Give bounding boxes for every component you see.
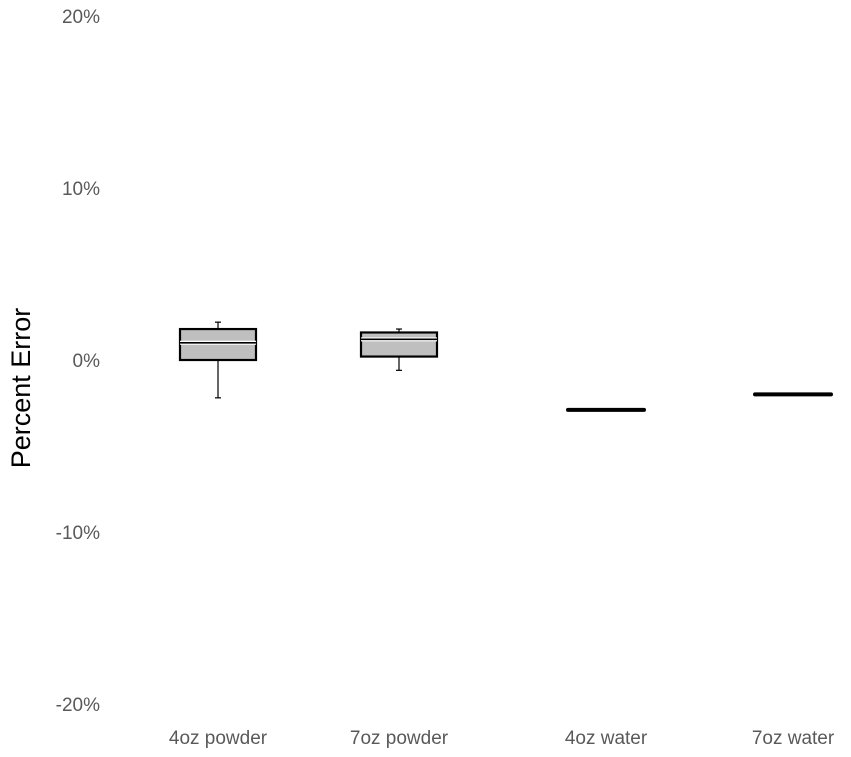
y-tick-label: 10%	[62, 179, 100, 200]
box-3	[566, 407, 646, 412]
x-tick-label: 7oz powder	[350, 728, 449, 749]
y-tick-label: -10%	[56, 523, 100, 544]
y-tick-label: 0%	[73, 351, 101, 372]
y-axis-title: Percent Error	[6, 308, 36, 469]
x-axis-ticks: 4oz powder 7oz powder 4oz water 7oz water	[169, 728, 835, 749]
y-tick-label: -20%	[56, 695, 100, 716]
x-tick-label: 4oz water	[565, 728, 648, 749]
y-axis-ticks: 20% 10% 0% -10% -20%	[56, 7, 100, 716]
box-1	[178, 321, 258, 399]
box-series	[178, 321, 833, 412]
box-2	[359, 328, 439, 371]
box-iqr	[359, 331, 439, 358]
x-tick-label: 7oz water	[752, 728, 835, 749]
x-tick-label: 4oz powder	[169, 728, 268, 749]
y-tick-label: 20%	[62, 7, 100, 28]
